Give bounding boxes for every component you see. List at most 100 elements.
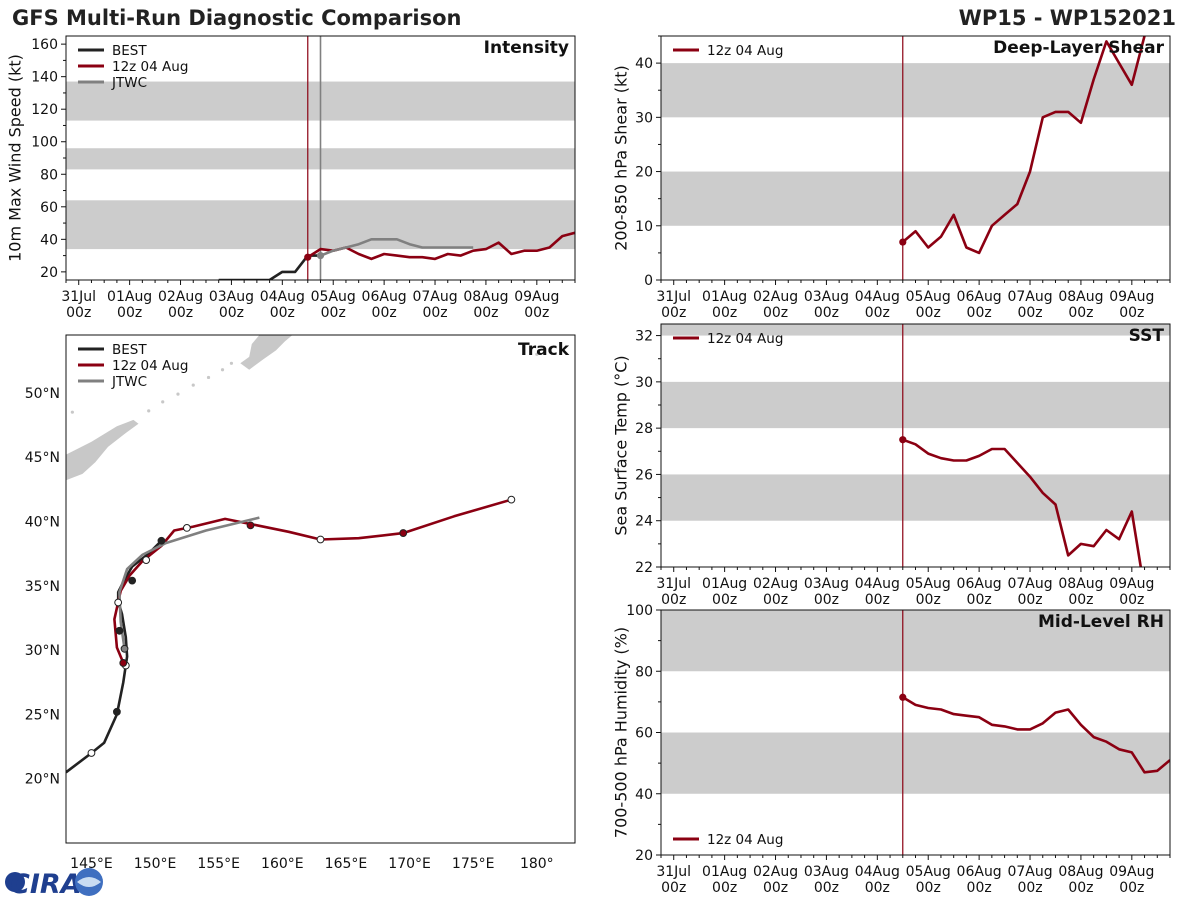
rh-xtick-label-hour: 00z bbox=[661, 880, 686, 896]
island bbox=[229, 361, 234, 365]
intensity-xtick-label-hour: 00z bbox=[168, 305, 193, 321]
track-point-gfs bbox=[507, 495, 516, 504]
rh-ytick-label: 60 bbox=[635, 726, 653, 742]
rh-xtick-label-date: 05Aug bbox=[906, 864, 951, 880]
rh-ytick-label: 80 bbox=[635, 664, 653, 680]
sst-xtick-label-hour: 00z bbox=[865, 592, 890, 608]
sst-xtick-label-date: 07Aug bbox=[1007, 576, 1052, 592]
shear-marker-gfs bbox=[899, 238, 907, 246]
sst-ytick-label: 32 bbox=[635, 329, 653, 345]
rh-panel: 2040608010031Jul00z01Aug00z02Aug00z03Aug… bbox=[612, 603, 1171, 896]
intensity-xtick-label-date: 02Aug bbox=[158, 289, 203, 305]
track-point-gfs bbox=[316, 535, 325, 544]
track-lat-label: 35°N bbox=[25, 579, 60, 595]
intensity-ytick-label: 80 bbox=[40, 167, 58, 183]
island bbox=[220, 368, 225, 372]
island bbox=[176, 392, 180, 396]
sst-ytick-label: 26 bbox=[635, 467, 653, 483]
track-lat-label: 30°N bbox=[25, 643, 60, 659]
sst-xtick-label-hour: 00z bbox=[814, 592, 839, 608]
intensity-ytick-label: 120 bbox=[31, 102, 58, 118]
shear-ylabel: 200-850 hPa Shear (kt) bbox=[612, 65, 631, 251]
track-lon-label: 155°E bbox=[197, 856, 240, 872]
rh-ytick-label: 20 bbox=[635, 848, 653, 864]
island bbox=[535, 352, 539, 356]
sst-xtick-label-hour: 00z bbox=[916, 592, 941, 608]
sst-ytick-label: 24 bbox=[635, 514, 653, 530]
shear-xtick-label-date: 04Aug bbox=[855, 289, 900, 305]
sst-band bbox=[661, 324, 1170, 336]
shear-xtick-label-date: 03Aug bbox=[804, 289, 849, 305]
intensity-xtick-label-date: 06Aug bbox=[362, 289, 407, 305]
rh-xtick-label-hour: 00z bbox=[712, 880, 737, 896]
shear-ytick-label: 30 bbox=[635, 110, 653, 126]
rh-xtick-label-hour: 00z bbox=[1068, 880, 1093, 896]
shear-series-gfs bbox=[901, 36, 1147, 255]
intensity-marker-jtwc bbox=[316, 252, 325, 260]
sst-ytick-label: 30 bbox=[635, 375, 653, 391]
sst-xtick-label-hour: 00z bbox=[712, 592, 737, 608]
legend-label-best: BEST bbox=[112, 342, 147, 358]
shear-xtick-label-hour: 00z bbox=[1068, 305, 1093, 321]
intensity-ytick-label: 140 bbox=[31, 70, 58, 86]
track-point-best bbox=[157, 536, 166, 545]
track-point-jtwc bbox=[120, 644, 129, 653]
sst-xtick-label-date: 31Jul bbox=[656, 576, 691, 592]
intensity-ytick-label: 100 bbox=[31, 135, 58, 151]
track-point-best bbox=[115, 626, 124, 635]
rh-xtick-label-date: 02Aug bbox=[753, 864, 798, 880]
sst-xtick-label-date: 08Aug bbox=[1058, 576, 1103, 592]
sst-band bbox=[661, 381, 1170, 429]
track-series-gfs bbox=[113, 498, 512, 664]
rh-xtick-label-hour: 00z bbox=[1119, 880, 1144, 896]
shear-xtick-label-date: 05Aug bbox=[906, 289, 951, 305]
intensity-xtick-label-hour: 00z bbox=[321, 305, 346, 321]
rh-title: Mid-Level RH bbox=[1038, 612, 1164, 632]
sst-xtick-label-date: 09Aug bbox=[1109, 576, 1154, 592]
intensity-xtick-label-date: 08Aug bbox=[463, 289, 508, 305]
track-lon-label: 165°E bbox=[325, 856, 368, 872]
sst-xtick-label-hour: 00z bbox=[1119, 592, 1144, 608]
track-lon-label: 180° bbox=[520, 856, 554, 872]
rh-xtick-label-date: 03Aug bbox=[804, 864, 849, 880]
rh-xtick-label-hour: 00z bbox=[865, 880, 890, 896]
logo-text: CIRA bbox=[10, 869, 82, 900]
track-point-best bbox=[142, 556, 151, 564]
figure-title: GFS Multi-Run Diagnostic Comparison bbox=[12, 6, 461, 30]
track-point-best bbox=[114, 598, 123, 607]
shear-xtick-label-date: 31Jul bbox=[656, 289, 691, 305]
sst-xtick-label-hour: 00z bbox=[1017, 592, 1042, 608]
sst-ylabel: Sea Surface Temp (°C) bbox=[612, 355, 631, 535]
intensity-xtick-label-date: 07Aug bbox=[412, 289, 457, 305]
track-lon-label: 170°E bbox=[388, 856, 431, 872]
shear-xtick-label-date: 06Aug bbox=[957, 289, 1002, 305]
track-series-best bbox=[66, 539, 163, 774]
legend-label-gfs: 12z 04 Aug bbox=[707, 832, 783, 848]
rh-marker-gfs bbox=[899, 693, 907, 701]
track-point-gfs bbox=[399, 529, 408, 537]
shear-xtick-label-hour: 00z bbox=[712, 305, 737, 321]
sst-ytick-label: 22 bbox=[635, 560, 653, 576]
shear-band bbox=[661, 171, 1170, 226]
sst-title: SST bbox=[1129, 326, 1165, 346]
sst-panel: 22242628303231Jul00z01Aug00z02Aug00z03Au… bbox=[612, 323, 1171, 608]
track-title: Track bbox=[518, 340, 570, 360]
intensity-xtick-label-hour: 00z bbox=[66, 305, 91, 321]
track-point-gfs bbox=[182, 524, 191, 532]
legend-label-gfs: 12z 04 Aug bbox=[707, 43, 783, 59]
track-point-gfs bbox=[246, 521, 255, 530]
intensity-xtick-label-hour: 00z bbox=[372, 305, 397, 321]
shear-xtick-label-date: 09Aug bbox=[1109, 289, 1154, 305]
track-lon-label: 150°E bbox=[134, 856, 177, 872]
rh-ytick-label: 100 bbox=[626, 603, 653, 619]
intensity-xtick-label-date: 01Aug bbox=[107, 289, 152, 305]
intensity-series-best bbox=[218, 254, 321, 280]
rh-xtick-label-hour: 00z bbox=[763, 880, 788, 896]
intensity-panel: 2040608010012014016031Jul00z01Aug00z02Au… bbox=[6, 35, 576, 321]
shear-ytick-label: 0 bbox=[644, 273, 653, 289]
shear-xtick-label-hour: 00z bbox=[967, 305, 992, 321]
shear-xtick-label-hour: 00z bbox=[916, 305, 941, 321]
rh-xtick-label-date: 31Jul bbox=[656, 864, 691, 880]
land-mass bbox=[66, 419, 139, 481]
intensity-xtick-label-hour: 00z bbox=[473, 305, 498, 321]
